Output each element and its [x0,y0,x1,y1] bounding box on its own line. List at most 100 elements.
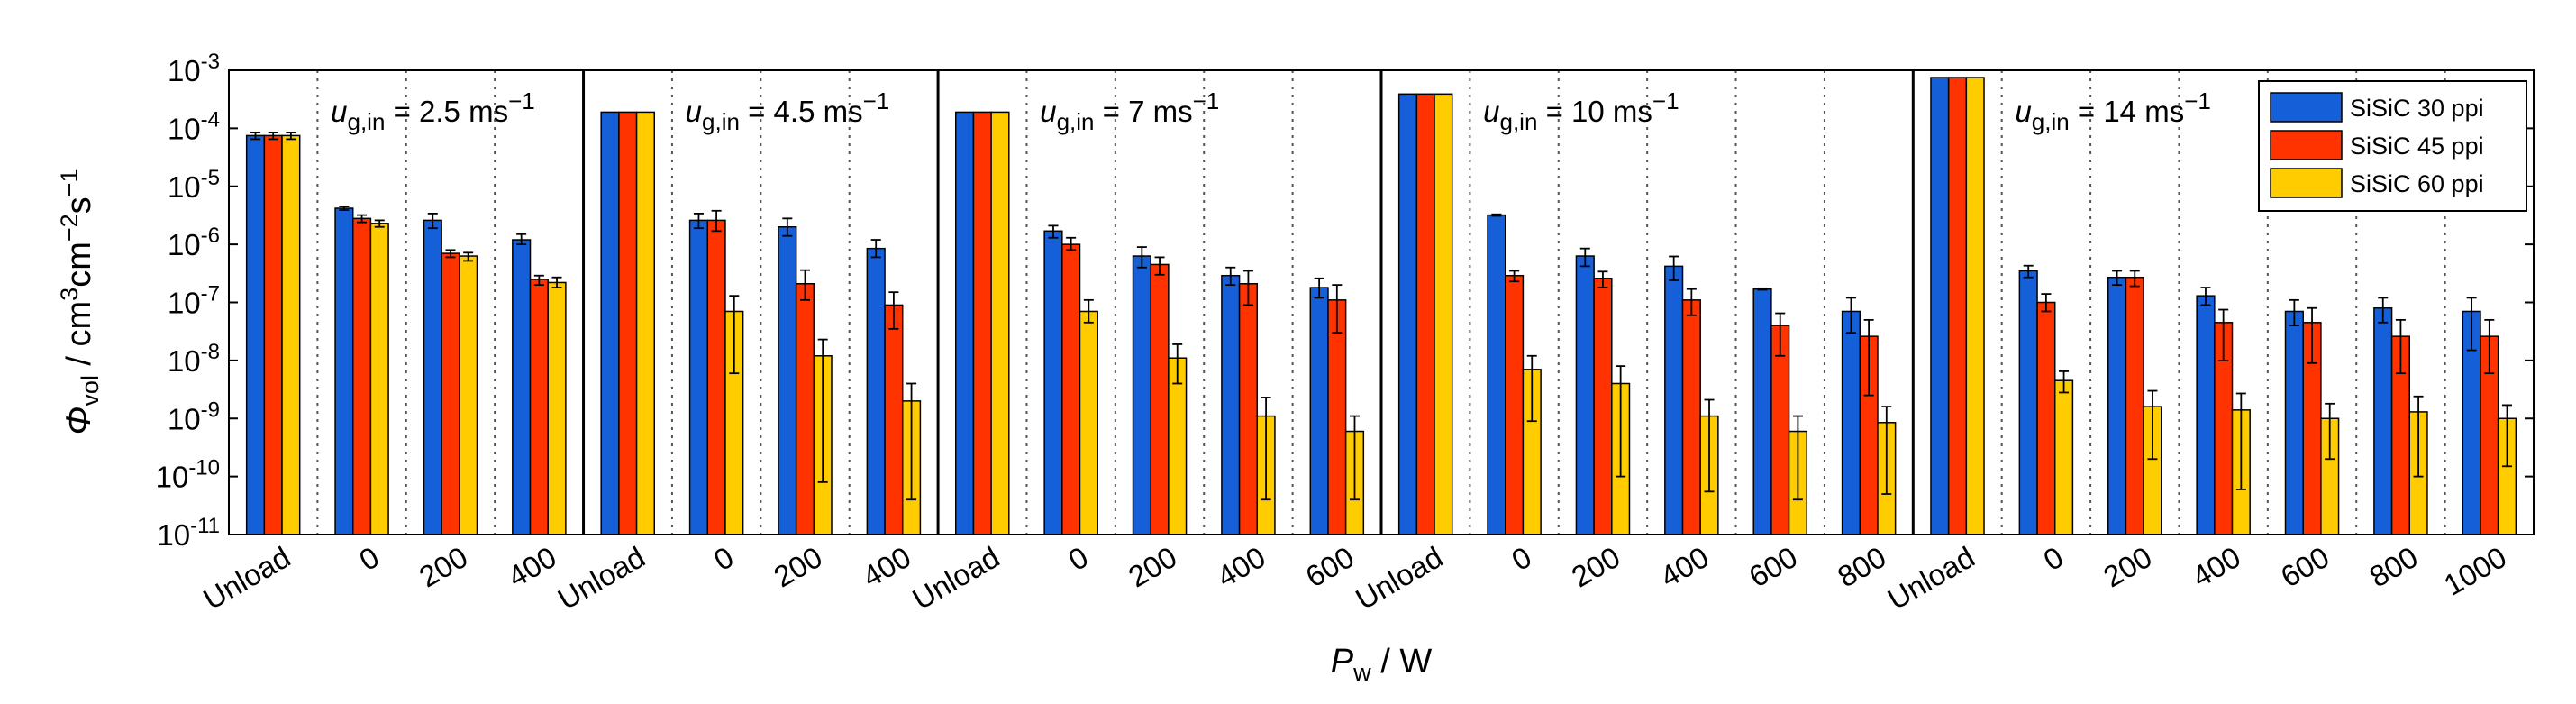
group-title-value: = 7 ms [1095,95,1193,128]
bar-45ppi [1770,325,1790,535]
bar-45ppi [1593,278,1613,535]
x-category-label: 200 [414,540,473,594]
bar-30ppi [1132,255,1151,535]
bar-45ppi [1681,299,1701,535]
bar-30ppi [2107,276,2127,535]
group-titles: ug,in = 2.5 ms−1 ug,in = 4.5 ms−1 ug,in = … [331,87,2211,135]
group-title-value: = 2.5 ms [385,95,508,128]
legend-swatch-60ppi [2270,168,2343,198]
bar-30ppi [2196,295,2216,535]
group-title-superscript: −1 [1193,87,1220,114]
group-title-superscript: −1 [508,87,535,114]
x-category-label: 1000 [2438,540,2512,602]
bar-60ppi [2053,379,2074,535]
y-axis-title-symbol: Φ [60,407,98,435]
y-tick-base: 10 [168,344,201,378]
group-title-value: = 4.5 ms [740,95,863,128]
bar-30ppi [334,207,354,535]
bar-60ppi [1079,310,1098,535]
bar-45ppi [972,111,992,535]
bar-45ppi [1947,77,1968,535]
y-axis-title-mid: cm [60,242,98,288]
y-tick-base: 10 [157,518,190,552]
x-category-label: 0 [1062,540,1093,577]
x-category-label: 400 [1654,540,1714,594]
bar-30ppi [600,111,620,535]
y-tick-base: 10 [168,54,201,87]
group-title-subscript: g,in [2032,108,2070,135]
group-title-superscript: −1 [2184,87,2211,114]
y-axis-title-sup2: −2 [56,214,83,242]
bar-60ppi [635,111,655,535]
y-tick-label: 10-3 [168,50,220,87]
bar-30ppi [1221,274,1241,535]
group-title-symbol: u [2015,95,2031,128]
y-tick-exponent: -10 [188,456,220,480]
group-title: ug,in = 2.5 ms−1 [331,87,535,135]
bar-30ppi [688,219,709,535]
x-category-label: 0 [708,540,739,577]
bar-45ppi [884,304,904,535]
bar-30ppi [2284,310,2304,535]
group-title: ug,in = 7 ms−1 [1040,87,1219,135]
bar-45ppi [263,134,283,535]
y-tick-label: 10-4 [168,107,220,145]
x-category-label: Unload [552,540,651,616]
group-title-symbol: u [1483,95,1499,128]
x-category-label: 400 [2187,540,2246,594]
bar-60ppi [1965,77,1985,535]
legend-label-60ppi: SiSiC 60 ppi [2350,170,2484,197]
x-category-label: 600 [2275,540,2335,594]
bar-45ppi [1150,263,1170,535]
y-tick-exponent: -3 [201,50,220,74]
bar-60ppi [990,111,1010,535]
y-tick-label: 10-9 [168,398,220,435]
bar-30ppi [1841,310,1861,535]
x-category-label: 200 [1566,540,1625,594]
bar-45ppi [1504,274,1525,535]
group-title-subscript: g,in [1500,108,1538,135]
group-title-value: = 10 ms [1537,95,1652,128]
bar-60ppi [459,255,478,535]
x-category-label: 400 [857,540,916,594]
x-category-label: 800 [1832,540,1891,594]
y-tick-label: 10-8 [168,340,220,378]
x-category-label: 400 [1211,540,1270,594]
y-tick-exponent: -7 [201,282,220,306]
bar-60ppi [547,281,567,535]
bar-45ppi [1238,283,1259,535]
legend-swatch-45ppi [2270,130,2343,160]
error-bar-layer [250,132,2512,501]
bar-layer [245,77,2517,535]
group-title-subscript: g,in [702,108,740,135]
bar-45ppi [441,252,460,535]
group-title-symbol: u [1040,95,1056,128]
y-tick-base: 10 [168,170,201,204]
bar-45ppi [618,111,638,535]
y-tick-base: 10 [168,402,201,435]
y-axis-title: Φvol / cm3cm−2s−1 [56,169,104,435]
x-axis-title-subscript: w [1352,659,1371,686]
group-title-subscript: g,in [1057,108,1095,135]
y-axis-title-sup3: −1 [56,169,83,197]
bar-30ppi [512,239,532,535]
y-axis-title-sup1: 3 [56,288,83,301]
legend-swatch-30ppi [2270,92,2343,123]
y-tick-exponent: -9 [201,398,220,422]
bar-45ppi [351,217,372,535]
bar-30ppi [2373,306,2393,535]
y-axis-title-end: s [60,197,98,214]
x-category-label: 400 [502,540,561,594]
bar-60ppi [369,223,389,535]
group-title-subscript: g,in [348,108,386,135]
y-tick-exponent: -11 [190,514,220,538]
x-axis-title-unit: / W [1371,643,1433,681]
group-title-superscript: −1 [863,87,890,114]
grid-layer [316,70,2446,535]
bar-30ppi [1575,255,1595,535]
x-category-label: Unload [1350,540,1448,616]
y-axis-title-subscript: vol [77,375,104,407]
bar-45ppi [706,219,726,535]
y-tick-base: 10 [168,112,201,145]
